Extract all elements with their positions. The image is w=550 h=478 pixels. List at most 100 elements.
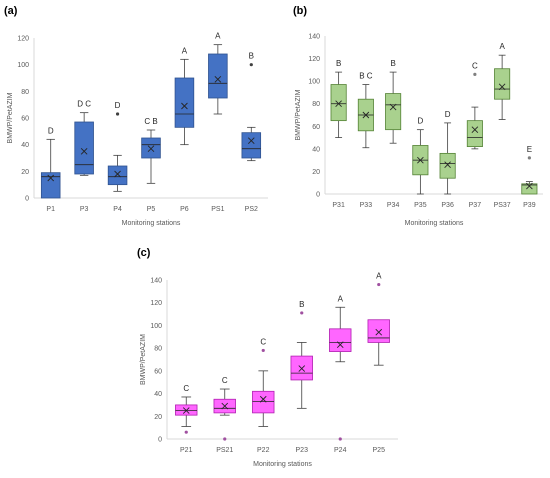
significance-letter: A xyxy=(376,272,382,281)
box-iqr xyxy=(107,165,128,186)
outlier-point xyxy=(184,430,188,434)
box-iqr xyxy=(367,319,390,343)
significance-letter: B xyxy=(336,59,341,68)
y-tick-label: 40 xyxy=(312,146,320,153)
y-tick-label: 120 xyxy=(150,300,162,307)
mean-marker xyxy=(362,111,370,119)
y-axis-title: BMWP/PetAZIM xyxy=(140,334,147,385)
y-tick-label: 60 xyxy=(312,124,320,131)
y-tick-label: 20 xyxy=(21,169,29,176)
box-plot-p39: E P39 xyxy=(521,145,538,209)
significance-letter: D xyxy=(115,101,121,110)
significance-letter: A xyxy=(182,46,188,55)
x-tick-label: P35 xyxy=(414,202,427,209)
chart-panel-2: (c) 0 20 40 60 80 100 120 140 BMWP/PetAZIM Monitor… xyxy=(137,247,398,468)
x-tick-label: P3 xyxy=(80,206,89,213)
box-plot-p24: A P24 xyxy=(329,294,352,454)
box-plot-p6: A P6 xyxy=(174,46,195,213)
y-tick-label: 100 xyxy=(308,79,320,86)
y-tick-label: 40 xyxy=(154,391,162,398)
y-tick-label: 20 xyxy=(312,169,320,176)
box-iqr xyxy=(252,390,275,414)
significance-letter: A xyxy=(499,42,505,51)
box-plot-ps1: A PS1 xyxy=(208,32,228,213)
box-plot-p36: D P36 xyxy=(439,110,456,209)
y-tick-label: 60 xyxy=(21,116,29,123)
x-axis-title: Monitoring stations xyxy=(405,220,464,227)
significance-letter: D xyxy=(445,110,451,119)
significance-letter: C xyxy=(183,384,189,393)
significance-letter: C xyxy=(222,376,228,385)
box-plot-p22: C P22 xyxy=(252,337,275,454)
mean-marker xyxy=(335,100,342,108)
x-axis-title: Monitoring stations xyxy=(122,220,181,227)
x-tick-label: PS2 xyxy=(245,206,258,213)
x-tick-label: P4 xyxy=(113,206,122,213)
y-tick-label: 80 xyxy=(21,89,29,96)
mean-marker xyxy=(336,341,344,349)
box-plot-p34: B P34 xyxy=(385,59,402,209)
x-tick-label: P33 xyxy=(360,202,373,209)
mean-marker xyxy=(181,102,188,110)
mean-marker xyxy=(80,148,88,155)
y-tick-label: 140 xyxy=(150,278,162,285)
significance-letter: D xyxy=(417,117,423,126)
y-tick-label: 100 xyxy=(17,62,29,69)
mean-marker xyxy=(114,170,121,178)
box-plot-ps2: B PS2 xyxy=(241,52,262,213)
box-plot-p5: C B P5 xyxy=(141,117,161,213)
outlier-point xyxy=(473,72,477,76)
y-tick-label: 80 xyxy=(154,346,162,353)
x-tick-label: P1 xyxy=(46,206,55,213)
significance-letter: B xyxy=(249,52,254,61)
significance-letter: B xyxy=(299,300,304,309)
outlier-point xyxy=(527,156,531,160)
box-plot-ps21: C PS21 xyxy=(213,376,236,454)
box-plot-p31: B P31 xyxy=(330,59,347,209)
y-tick-label: 0 xyxy=(158,437,162,444)
box-plot-p35: D P35 xyxy=(412,117,429,209)
outlier-point xyxy=(377,282,381,287)
significance-letter: C B xyxy=(144,117,157,126)
mean-marker xyxy=(444,161,451,168)
y-tick-label: 0 xyxy=(316,192,320,199)
y-axis-title: BMWP/PetAZIM xyxy=(7,92,14,143)
outlier-point xyxy=(115,112,120,116)
y-tick-label: 140 xyxy=(308,34,320,41)
significance-letter: E xyxy=(527,145,532,154)
panel-label: (b) xyxy=(293,5,307,17)
x-tick-label: P23 xyxy=(296,447,309,454)
mean-marker xyxy=(259,395,267,403)
mean-marker xyxy=(298,365,306,372)
box-plot-p25: A P25 xyxy=(367,272,390,454)
box-iqr xyxy=(439,152,456,179)
box-iqr xyxy=(40,172,61,199)
significance-letter: B C xyxy=(359,72,373,81)
box-iqr xyxy=(466,120,483,148)
x-tick-label: P37 xyxy=(469,202,482,209)
x-tick-label: P31 xyxy=(332,202,345,209)
mean-marker xyxy=(214,76,222,83)
x-tick-label: P5 xyxy=(147,206,156,213)
mean-marker xyxy=(526,182,533,190)
box-plot-p3: D C P3 xyxy=(74,100,94,213)
chart-panel-1: (b) 0 20 40 60 80 100 120 140 BMWP/PetAZIM Monitor… xyxy=(293,5,543,227)
outlier-point xyxy=(338,437,342,441)
box-plot-ps37: A PS37 xyxy=(494,42,511,209)
mean-marker xyxy=(498,83,506,91)
mean-marker xyxy=(221,402,229,410)
outlier-point xyxy=(223,437,227,441)
mean-marker xyxy=(182,407,190,414)
x-axis-title: Monitoring stations xyxy=(253,461,312,468)
y-tick-label: 20 xyxy=(154,414,162,421)
box-iqr xyxy=(329,328,352,352)
x-tick-label: P22 xyxy=(257,447,270,454)
box-iqr xyxy=(208,53,228,99)
panel-label: (a) xyxy=(4,5,18,17)
box-iqr xyxy=(494,68,511,100)
box-plot-p4: D P4 xyxy=(107,101,128,213)
x-tick-label: PS1 xyxy=(211,206,224,213)
mean-marker xyxy=(147,145,155,152)
chart-panel-0: (a) 0 20 40 60 80 100 120 BMWP/PetAZIM Monitoring… xyxy=(4,5,268,227)
